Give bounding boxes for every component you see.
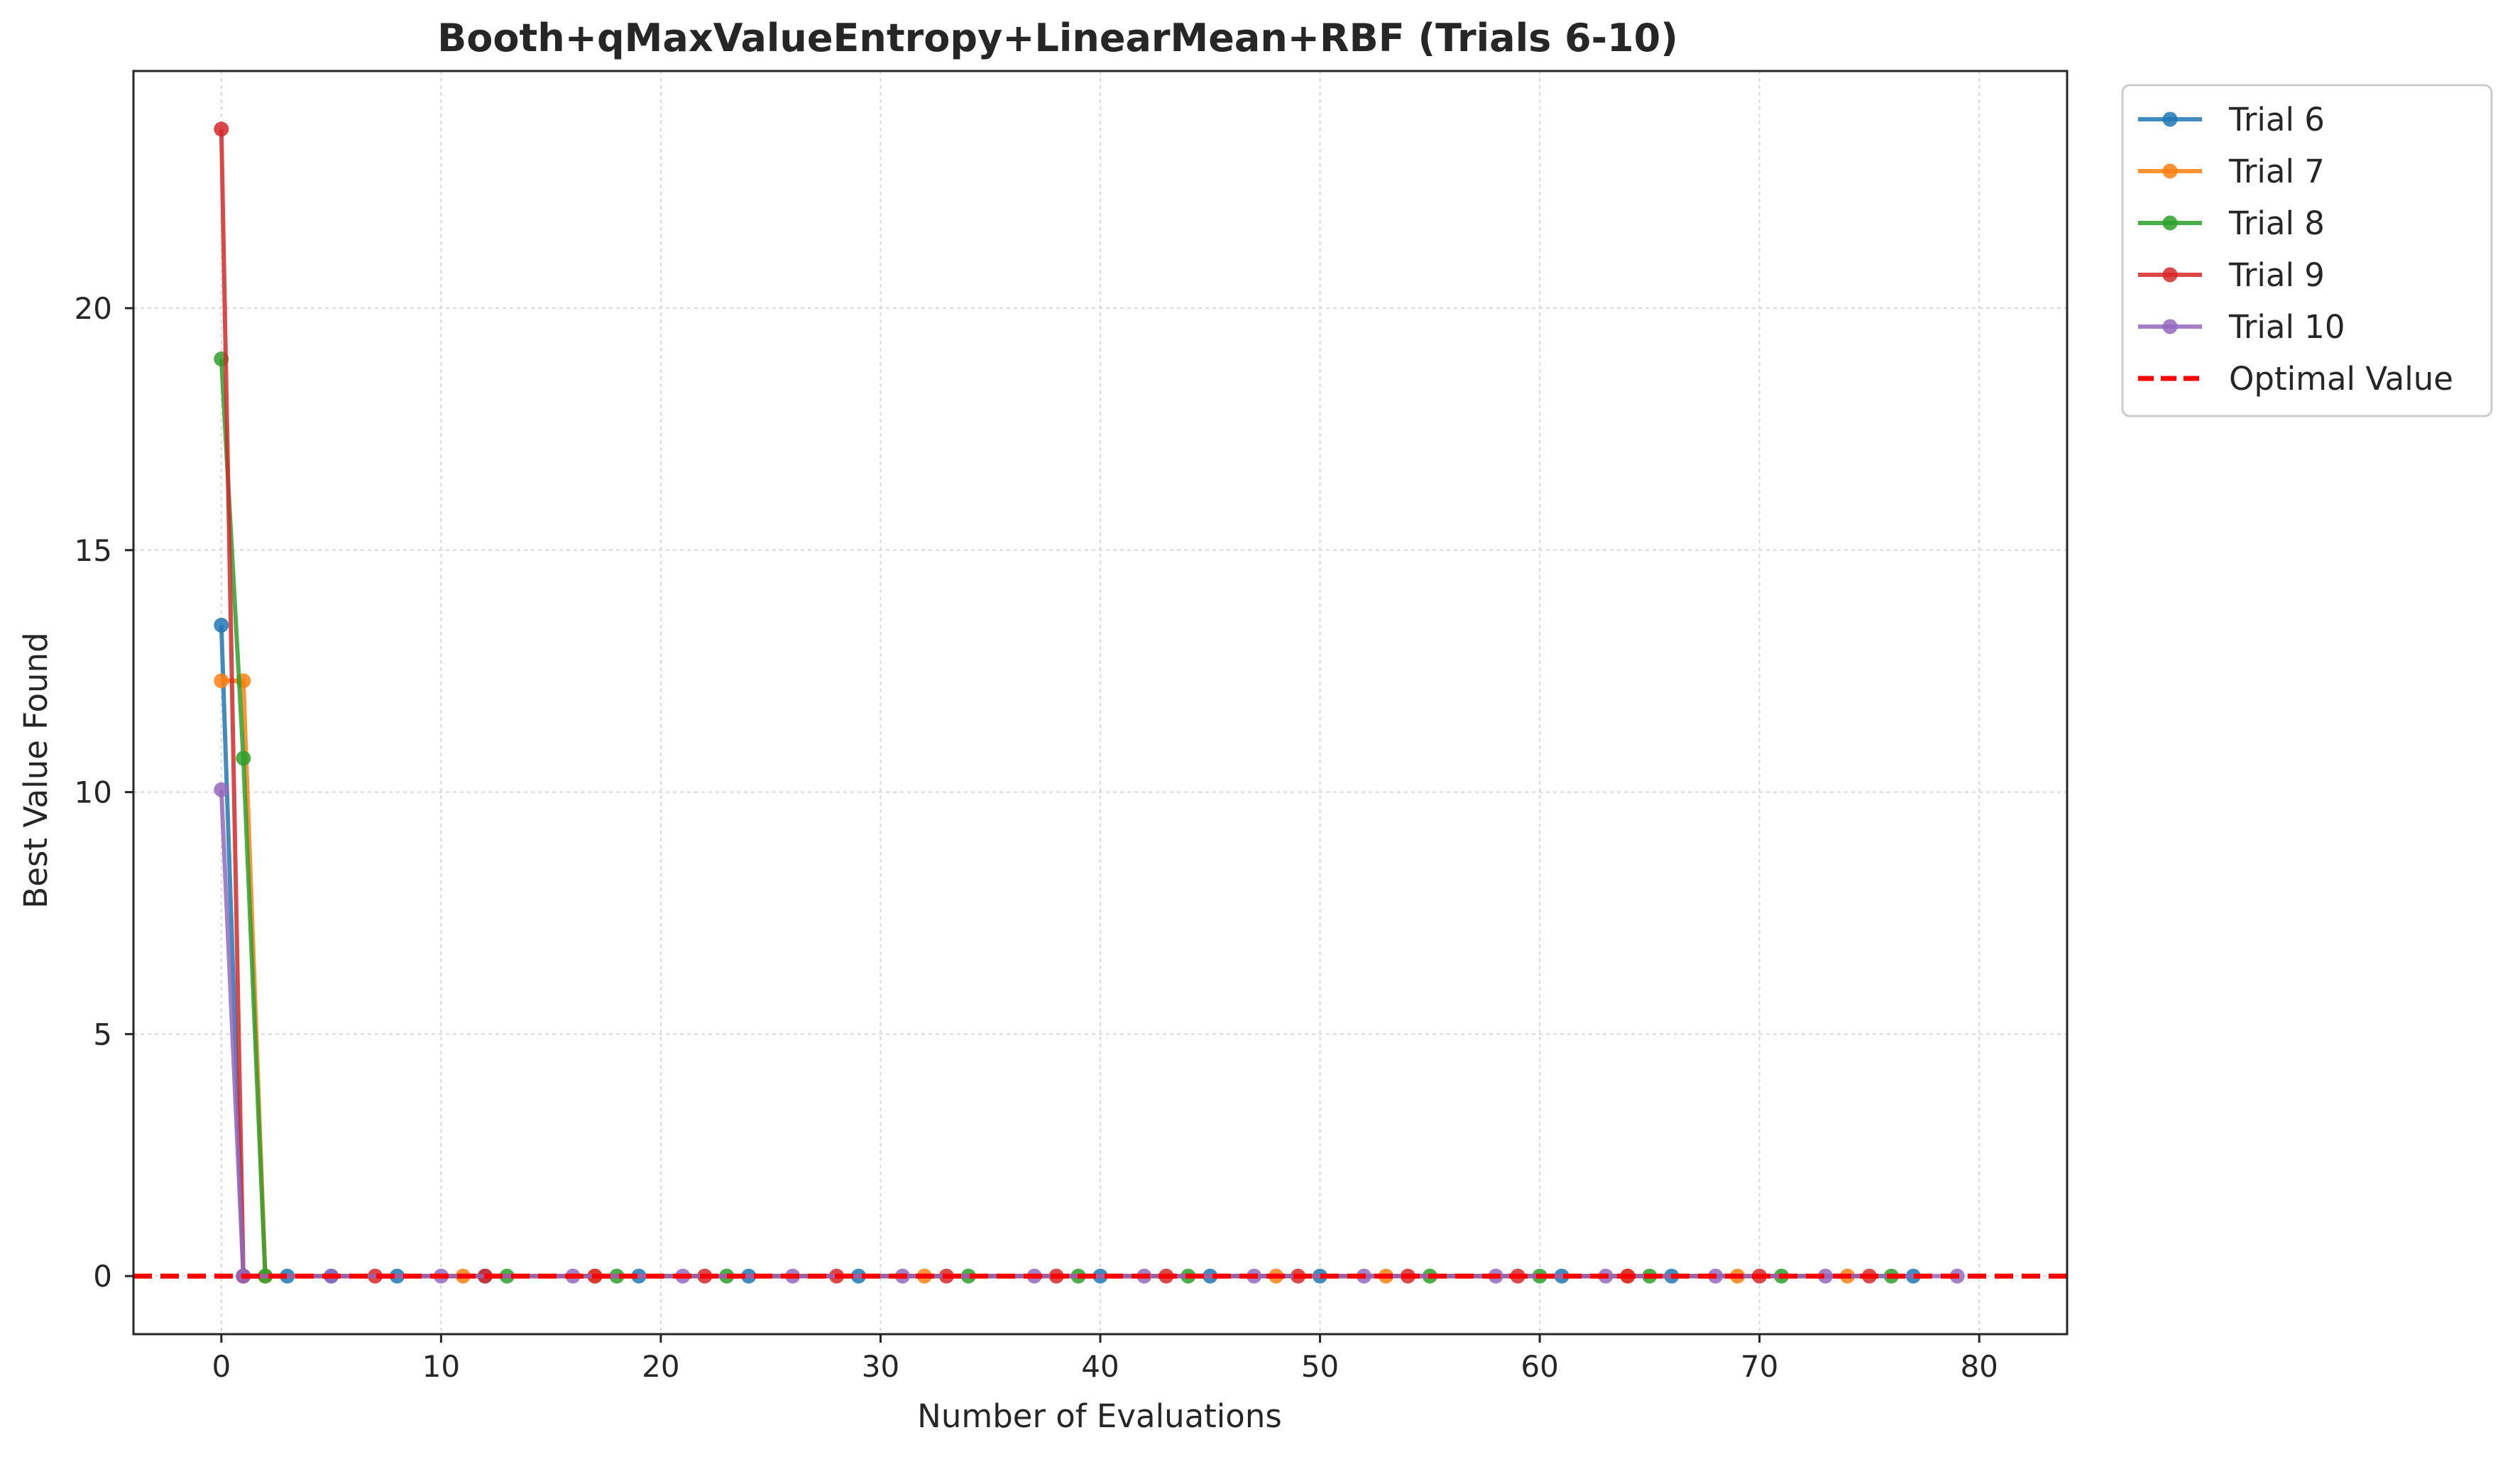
y-tick-label: 15: [75, 533, 112, 568]
data-point: [236, 751, 251, 766]
x-axis-label: Number of Evaluations: [917, 1397, 1282, 1435]
data-point: [214, 121, 229, 137]
series-trial-6: [214, 617, 1921, 1284]
legend-label: Trial 10: [2228, 308, 2345, 346]
legend: Trial 6 Trial 7 Trial 8 Trial 9 Trial 10 Opti…: [2121, 84, 2493, 418]
chart-title: Booth+qMaxValueEntropy+LinearMean+RBF (T…: [437, 16, 1678, 60]
y-tick-label: 0: [93, 1259, 112, 1294]
x-tick-label: 70: [1741, 1349, 1778, 1384]
x-tick-label: 60: [1521, 1349, 1558, 1384]
x-tick-label: 20: [642, 1349, 679, 1384]
legend-label: Trial 8: [2228, 204, 2325, 242]
legend-marker: [2162, 319, 2178, 334]
data-point: [214, 617, 229, 633]
x-tick-label: 10: [422, 1349, 460, 1384]
x-tick-label: 50: [1301, 1349, 1339, 1384]
grid: [133, 71, 2067, 1334]
y-axis-ticks: 0 5 10 15 20: [75, 291, 133, 1294]
legend-label: Optimal Value: [2229, 360, 2453, 398]
y-tick-label: 20: [75, 291, 112, 326]
y-tick-label: 5: [93, 1017, 112, 1052]
y-axis-label: Best Value Found: [17, 632, 55, 908]
y-tick-label: 10: [75, 775, 112, 810]
series-trial-10: [214, 782, 1965, 1284]
x-tick-label: 30: [862, 1349, 899, 1384]
series-trial-8: [214, 351, 1899, 1284]
x-tick-label: 80: [1960, 1349, 1998, 1384]
legend-entry: Optimal Value: [2138, 360, 2453, 398]
x-tick-label: 0: [212, 1349, 231, 1384]
legend-entry: Trial 7: [2138, 153, 2325, 190]
series-trial-7: [214, 673, 1855, 1284]
legend-box: [2121, 84, 2493, 418]
legend-marker: [2162, 111, 2178, 127]
series-line: [219, 625, 1914, 1279]
data-point: [1818, 1268, 1833, 1284]
series-line: [219, 129, 1870, 1279]
series-trial-9: [214, 121, 1877, 1284]
legend-label: Trial 6: [2228, 101, 2325, 138]
series-line: [221, 678, 1848, 1279]
series-line: [219, 790, 1958, 1279]
legend-marker: [2162, 163, 2178, 179]
series-line: [219, 359, 1892, 1279]
x-tick-label: 40: [1081, 1349, 1119, 1384]
legend-label: Trial 7: [2228, 153, 2325, 190]
x-axis-ticks: 0 10 20 30 40 50 60 70 80: [212, 1334, 1998, 1384]
legend-entry: Trial 10: [2138, 308, 2345, 346]
data-point: [214, 782, 229, 797]
series-layer: [214, 121, 1965, 1284]
data-point: [214, 673, 229, 689]
legend-marker: [2162, 215, 2178, 231]
legend-marker: [2162, 267, 2178, 283]
legend-entry: Trial 9: [2138, 256, 2325, 294]
legend-entry: Trial 8: [2138, 204, 2325, 242]
legend-entry: Trial 6: [2138, 101, 2325, 138]
legend-label: Trial 9: [2228, 256, 2325, 294]
